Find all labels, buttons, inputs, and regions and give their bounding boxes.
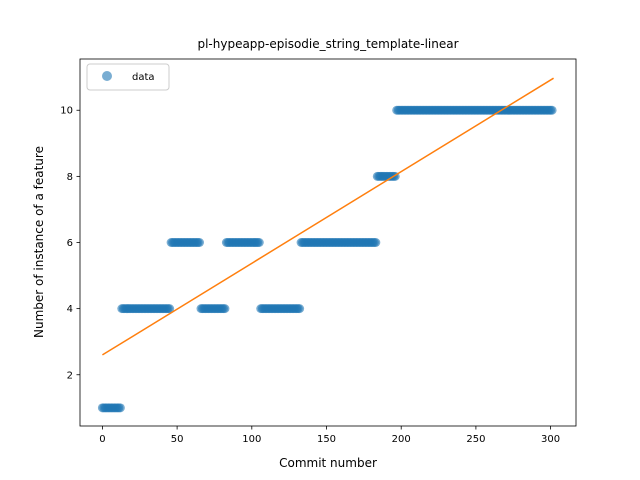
x-tick-label: 0 [99,434,105,445]
legend-label-data: data [132,72,155,83]
data-point [371,238,381,247]
fit-line [102,77,554,356]
legend: data [86,63,170,91]
y-tick-label: 10 [60,106,73,117]
x-tick-label: 150 [317,434,336,445]
y-tick-label: 4 [67,304,73,315]
x-tick-label: 100 [242,434,261,445]
x-tick-label: 50 [171,434,184,445]
legend-marker-data [102,71,112,81]
data-point [547,105,557,115]
y-tick-label: 6 [67,238,73,249]
data-point [115,403,125,413]
plot-area [97,77,557,413]
axes: 0 50 100 150 200 250 300 2 4 6 8 10 [60,58,577,445]
x-tick-label: 250 [466,434,485,445]
data-point [195,238,205,247]
y-tick-label: 2 [67,370,73,381]
data-point [220,304,230,314]
data-point [295,304,305,314]
data-point [165,304,175,314]
chart-title: pl-hypeapp-episodie_string_template-line… [197,37,458,51]
legend-box [86,63,170,91]
x-axis-label: Commit number [279,456,377,470]
y-tick-label: 8 [67,172,73,183]
x-tick-label: 200 [392,434,411,445]
data-point [254,238,264,247]
y-axis-label: Number of instance of a feature [32,146,46,338]
x-tick-label: 300 [541,434,560,445]
